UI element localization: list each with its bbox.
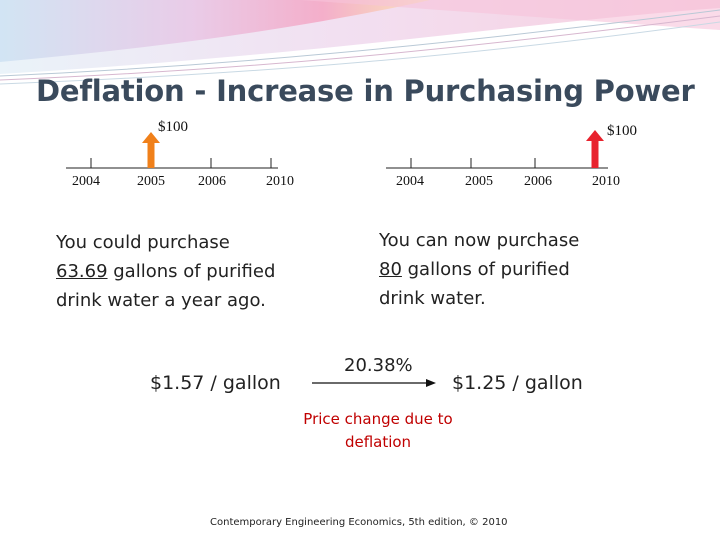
right-description: You can now purchase 80 gallons of purif… <box>379 226 679 313</box>
cash-arrow-up <box>586 130 604 168</box>
left-year-label: 2010 <box>266 174 294 189</box>
right-year-label: 2004 <box>396 174 424 189</box>
right-year-label: 2006 <box>524 174 552 189</box>
right-year-label: 2010 <box>592 174 620 189</box>
left-gallons-amount: 63.69 <box>56 261 108 282</box>
left-timeline <box>66 132 278 169</box>
right-timeline <box>386 130 608 169</box>
old-price: $1.57 / gallon <box>150 372 281 394</box>
footer-citation: Contemporary Engineering Economics, 5th … <box>210 517 508 528</box>
change-arrow <box>312 379 436 387</box>
new-price: $1.25 / gallon <box>452 372 583 394</box>
right-description-line: 80 gallons of purified <box>379 259 570 280</box>
right-description-line: You can now purchase <box>379 230 580 251</box>
left-description-line: You could purchase <box>56 232 230 253</box>
right-description-line: drink water. <box>379 288 486 309</box>
left-year-label: 2005 <box>137 174 165 189</box>
left-amount-label: $100 <box>158 119 188 135</box>
left-description: You could purchase 63.69 gallons of puri… <box>56 228 356 315</box>
left-description-line: 63.69 gallons of purified <box>56 261 276 282</box>
header-decoration <box>0 0 720 85</box>
page-title: Deflation - Increase in Purchasing Power <box>36 74 695 108</box>
cash-arrow-up <box>142 132 160 168</box>
right-amount-label: $100 <box>607 123 637 139</box>
left-year-label: 2004 <box>72 174 100 189</box>
left-description-line: drink water a year ago. <box>56 290 266 311</box>
left-year-label: 2006 <box>198 174 226 189</box>
right-gallons-amount: 80 <box>379 259 402 280</box>
right-year-label: 2005 <box>465 174 493 189</box>
price-change-note: Price change due to deflation <box>303 410 453 451</box>
percent-change: 20.38% <box>344 355 413 376</box>
